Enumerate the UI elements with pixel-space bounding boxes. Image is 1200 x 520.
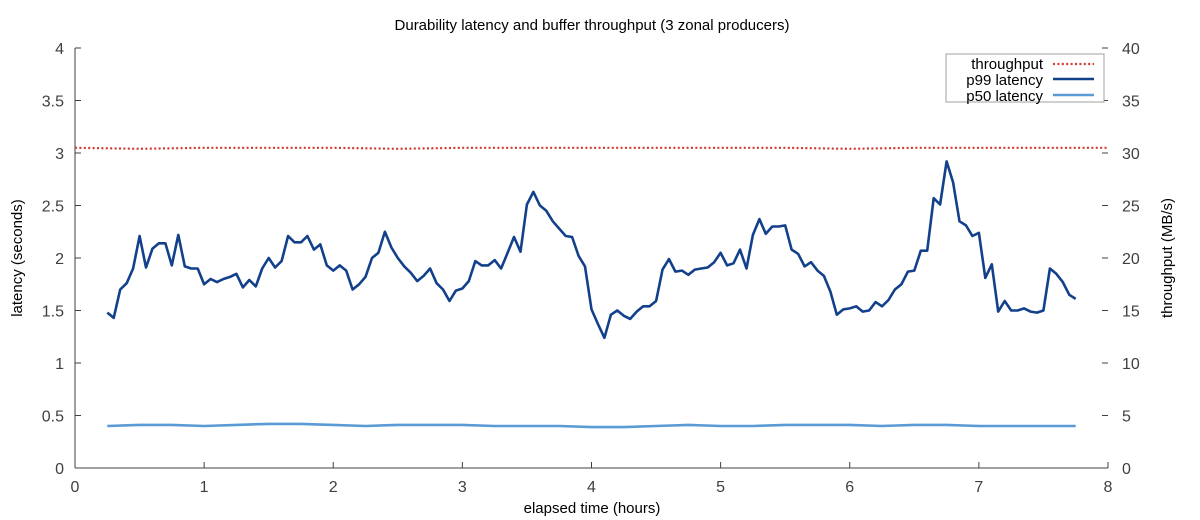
y-tick-label: 1 (55, 356, 64, 373)
chart-title: Durability latency and buffer throughput… (395, 17, 790, 34)
y2-tick-label: 5 (1122, 409, 1131, 426)
throughput-line (74, 146, 1108, 150)
legend-label-throughput: throughput (971, 56, 1044, 73)
y-tick-label: 2 (55, 251, 64, 268)
legend-label-p99: p99 latency (966, 72, 1043, 89)
y-tick-label: 3 (55, 146, 64, 163)
x-tick-label: 5 (716, 479, 725, 496)
y-ticks: 0 0.5 1 1.5 2 2.5 3 3.5 4 (42, 41, 81, 478)
y-tick-label: 0.5 (42, 409, 64, 426)
x-tick-label: 1 (200, 479, 209, 496)
y-tick-label: 3.5 (42, 94, 64, 111)
y2-tick-label: 30 (1122, 146, 1140, 163)
y-tick-label: 1.5 (42, 304, 64, 321)
y2-tick-label: 40 (1122, 41, 1140, 58)
x-tick-label: 6 (845, 479, 854, 496)
y2-tick-label: 10 (1122, 356, 1140, 373)
y2-tick-label: 15 (1122, 304, 1140, 321)
x-tick-label: 2 (329, 479, 338, 496)
x-tick-label: 7 (974, 479, 983, 496)
y2-tick-label: 25 (1122, 199, 1140, 216)
legend-label-p50: p50 latency (966, 88, 1043, 105)
y-tick-label: 4 (55, 41, 64, 58)
y2-tick-label: 0 (1122, 461, 1131, 478)
axes: 0 1 2 3 4 5 6 7 8 0 0.5 1 1.5 2 2.5 3 3.5 4 0 5 10 15 20 25 30… (42, 41, 1140, 496)
y2-axis-title: throughput (MB/s) (1159, 198, 1176, 318)
y2-tick-label: 35 (1122, 94, 1140, 111)
x-tick-label: 8 (1104, 479, 1113, 496)
p99-latency-line (106, 160, 1077, 340)
x-tick-label: 4 (587, 479, 596, 496)
p50-latency-line (107, 422, 1076, 429)
y-tick-label: 2.5 (42, 199, 64, 216)
x-tick-label: 3 (458, 479, 467, 496)
x-ticks: 0 1 2 3 4 5 6 7 8 (71, 462, 1113, 496)
x-tick-label: 0 (71, 479, 80, 496)
legend: throughput p99 latency p50 latency (945, 53, 1105, 105)
y2-tick-label: 20 (1122, 251, 1140, 268)
y-tick-label: 0 (55, 461, 64, 478)
x-axis-title: elapsed time (hours) (524, 500, 661, 517)
y2-ticks: 0 5 10 15 20 25 30 35 40 (1102, 41, 1140, 478)
plot-area (74, 146, 1108, 429)
y-axis-title: latency (seconds) (9, 199, 26, 317)
